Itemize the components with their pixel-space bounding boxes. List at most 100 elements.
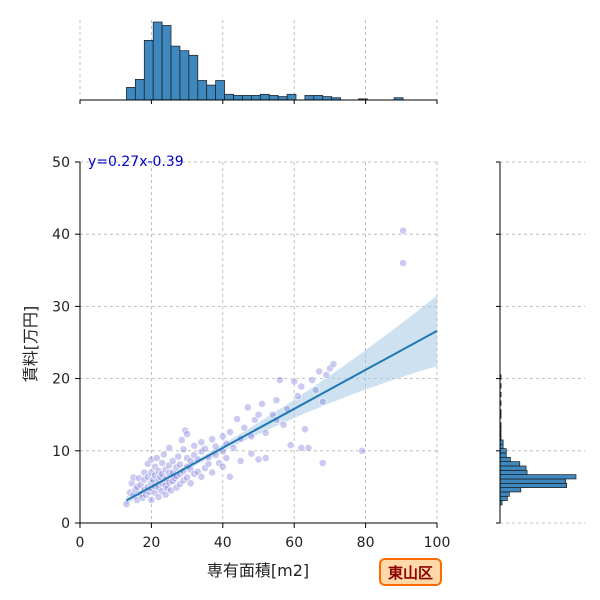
- scatter-point: [154, 493, 163, 501]
- right-hist-bar: [499, 478, 566, 484]
- top-hist-bar: [268, 95, 279, 101]
- scatter-point: [204, 459, 213, 468]
- scatter-point: [208, 435, 216, 444]
- scatter-point: [254, 455, 263, 464]
- x-tick-label: 80: [357, 535, 375, 551]
- ward-badge-label: 東山区: [388, 564, 433, 582]
- scatter-point: [183, 430, 191, 439]
- scatter-point: [176, 460, 184, 469]
- scatter-point: [243, 403, 252, 412]
- top-hist-bar: [259, 93, 270, 101]
- y-tick-label: 10: [52, 444, 70, 460]
- scatter-point: [254, 410, 263, 419]
- top-hist-bar: [152, 21, 163, 101]
- top-hist-bar: [286, 93, 297, 101]
- scatter-point: [261, 454, 270, 462]
- scatter-point: [290, 377, 299, 386]
- regression-line-path: [125, 329, 438, 502]
- right-hist-bar: [499, 452, 507, 458]
- scatter-point: [229, 444, 238, 452]
- top-hist-bar: [134, 79, 145, 101]
- right-hist-bar: [499, 448, 507, 454]
- scatter-point: [218, 432, 227, 441]
- y-tick-label: 40: [52, 227, 70, 243]
- right-hist-bar: [499, 456, 511, 462]
- scatter-point: [322, 371, 331, 379]
- top-hist-bar: [304, 95, 315, 101]
- top-hist-bar: [126, 87, 136, 101]
- scatter-point: [177, 436, 186, 444]
- right-hist-bar: [499, 495, 508, 501]
- top-hist-bar: [322, 96, 333, 101]
- scatter-point: [297, 382, 306, 391]
- scatter-point: [247, 449, 256, 458]
- scatter-point: [165, 444, 174, 452]
- scatter-point: [304, 444, 313, 452]
- y-tick-label: 30: [52, 299, 70, 315]
- x-tick-label: 100: [424, 535, 451, 551]
- scatter-point: [236, 457, 245, 465]
- right-hist-bar: [499, 469, 528, 475]
- scatter-point: [318, 397, 327, 406]
- ward-badge-box: [379, 558, 442, 586]
- main-axes: [75, 161, 438, 528]
- scatter-point: [168, 457, 177, 465]
- scatter-point: [152, 454, 161, 462]
- scatter-point: [190, 441, 199, 450]
- top-hist-bar: [170, 45, 181, 101]
- scatter-point: [399, 226, 407, 235]
- x-tick-label: 40: [214, 535, 232, 551]
- top-hist-bar: [313, 95, 324, 101]
- scatter-point: [286, 441, 295, 449]
- scatter-point: [258, 399, 266, 408]
- scatter-point: [122, 500, 131, 509]
- scatter-point: [226, 428, 234, 436]
- y-tick-label: 20: [52, 372, 70, 388]
- scatter-point: [301, 425, 309, 434]
- scatter-point: [159, 450, 168, 459]
- x-tick-label: 60: [285, 535, 303, 551]
- top-hist-bar: [179, 50, 190, 101]
- scatter-point: [186, 479, 195, 488]
- top-hist-bar: [197, 80, 208, 101]
- tick-labels: 0 20 40 60 80 100 0 10 20 30 40 50: [52, 155, 450, 551]
- x-tick-label: 20: [142, 535, 160, 551]
- top-hist-bar: [224, 93, 234, 101]
- y-axis-title: 賃料[万円]: [21, 306, 40, 383]
- scatter-point: [211, 442, 220, 451]
- scatter-point: [197, 438, 206, 447]
- top-hist-bar: [188, 54, 199, 101]
- scatter-point: [174, 452, 183, 461]
- right-hist-bar: [499, 491, 510, 497]
- scatter-point: [318, 459, 327, 467]
- x-tick-label: 0: [76, 535, 85, 551]
- scatter-point: [218, 462, 227, 471]
- right-hist-bar: [499, 487, 522, 493]
- top-hist-bar: [161, 25, 172, 101]
- ward-badge: 東山区: [379, 558, 442, 586]
- scatter-point: [272, 396, 281, 405]
- scatter-point: [127, 479, 136, 488]
- top-hist-bar: [233, 95, 243, 101]
- scatter-point: [311, 386, 320, 395]
- y-tick-label: 0: [61, 516, 70, 532]
- top-hist-bar: [206, 84, 217, 101]
- scatter-point: [179, 445, 188, 454]
- scatter-point: [358, 446, 366, 455]
- scatter-point: [293, 392, 302, 400]
- scatter-point: [183, 473, 191, 482]
- scatter-point: [233, 415, 241, 423]
- right-hist-bar: [499, 482, 567, 488]
- scatter-point: [147, 495, 156, 504]
- scatter-point: [240, 423, 249, 432]
- scatter-point: [161, 490, 170, 499]
- top-histogram: [79, 20, 438, 104]
- x-axis-title: 専有面積[m2]: [207, 561, 309, 580]
- right-hist-bar: [499, 474, 577, 480]
- scatter-point: [261, 428, 270, 437]
- scatter-point: [315, 367, 324, 376]
- top-hist-bar: [277, 96, 288, 101]
- regression-equation: y=0.27x-0.39: [88, 154, 184, 170]
- scatter-point: [279, 420, 288, 429]
